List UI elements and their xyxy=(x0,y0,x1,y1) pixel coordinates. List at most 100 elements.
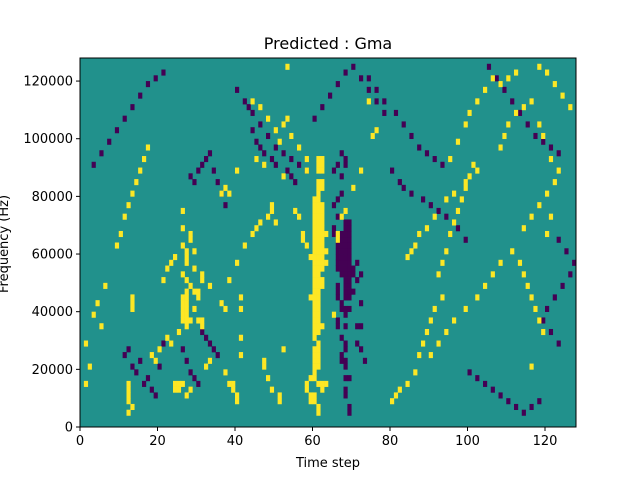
heatmap-cell-low xyxy=(343,375,348,382)
heatmap-cell-low xyxy=(552,294,557,301)
y-tick-label: 20000 xyxy=(32,363,73,378)
heatmap-cell-low xyxy=(153,75,158,82)
heatmap-cell-high xyxy=(238,305,244,312)
heatmap-cell-low xyxy=(355,259,360,266)
heatmap-cell-low xyxy=(126,346,131,353)
heatmap-cell-high xyxy=(122,213,127,220)
heatmap-cell-high xyxy=(207,282,213,289)
heatmap-cell-high xyxy=(556,167,561,174)
heatmap-cell-low xyxy=(339,173,344,180)
heatmap-cell-high xyxy=(83,340,89,347)
heatmap-cell-low xyxy=(320,104,325,111)
heatmap-cell-high xyxy=(436,340,441,347)
heatmap-cell-low xyxy=(204,334,209,341)
heatmap-cell-high xyxy=(320,242,325,249)
heatmap-cell-low xyxy=(312,115,317,122)
heatmap-cell-high xyxy=(316,179,321,186)
heatmap-cell-low xyxy=(347,288,352,295)
heatmap-cell-high xyxy=(452,219,457,226)
heatmap-cell-low xyxy=(293,179,298,186)
heatmap-cell-high xyxy=(316,236,321,243)
heatmap-cell-high xyxy=(320,230,325,238)
heatmap-cell-high xyxy=(320,248,325,255)
heatmap-cell-high xyxy=(424,328,430,336)
heatmap-cell-low xyxy=(343,242,348,249)
heatmap-cell-high xyxy=(188,230,193,238)
heatmap-cell-high xyxy=(331,311,337,318)
heatmap-cell-high xyxy=(320,179,325,186)
heatmap-cell-high xyxy=(223,305,228,312)
heatmap-cell-high xyxy=(242,242,247,249)
heatmap-cell-low xyxy=(351,63,356,70)
heatmap-cell-high xyxy=(312,230,317,238)
heatmap-cell-low xyxy=(343,294,348,301)
heatmap-cell-high xyxy=(188,282,193,289)
heatmap-cell-low xyxy=(262,150,267,157)
heatmap-cell-high xyxy=(266,115,271,122)
heatmap-cell-high xyxy=(316,225,321,232)
heatmap-cell-low xyxy=(200,161,205,168)
heatmap-cell-high xyxy=(297,213,302,220)
heatmap-cell-low xyxy=(545,305,550,312)
heatmap-cell-high xyxy=(87,363,92,370)
x-tick-label: 60 xyxy=(304,434,321,449)
heatmap-cell-high xyxy=(316,380,321,387)
heatmap-cell-high xyxy=(475,294,480,301)
heatmap-cell-high xyxy=(529,98,534,105)
heatmap-cell-low xyxy=(343,219,348,226)
heatmap-cell-high xyxy=(184,392,189,399)
y-tick-label: 0 xyxy=(65,421,73,436)
heatmap-cell-high xyxy=(463,179,468,186)
heatmap-cell-high xyxy=(308,398,313,405)
heatmap-cell-low xyxy=(510,98,515,105)
heatmap-cell-low xyxy=(142,380,147,387)
heatmap-cell-low xyxy=(196,167,201,174)
heatmap-cell-high xyxy=(552,179,557,186)
heatmap-cell-low xyxy=(343,259,348,266)
heatmap-cell-high xyxy=(316,207,321,214)
heatmap-cell-low xyxy=(339,254,344,261)
heatmap-cell-high xyxy=(316,167,321,174)
heatmap-cell-high xyxy=(176,386,182,393)
heatmap-cell-low xyxy=(475,375,480,382)
heatmap-cell-low xyxy=(157,363,162,370)
heatmap-cell-low xyxy=(207,340,213,347)
heatmap-cell-high xyxy=(463,184,468,191)
x-tick-label: 40 xyxy=(227,434,244,449)
heatmap-cell-high xyxy=(312,196,317,203)
heatmap-cell-high xyxy=(200,317,205,324)
heatmap-cell-low xyxy=(215,352,220,359)
heatmap-cell-low xyxy=(355,323,360,330)
heatmap-cell-high xyxy=(134,179,139,186)
heatmap-cell-low xyxy=(382,98,387,105)
heatmap-cell-high xyxy=(219,190,224,197)
heatmap-cell-high xyxy=(436,271,441,278)
heatmap-cell-high xyxy=(545,69,550,76)
heatmap-cell-low xyxy=(359,323,364,330)
heatmap-cell-high xyxy=(514,69,519,76)
heatmap-cell-low xyxy=(494,75,499,82)
heatmap-cell-low xyxy=(537,398,542,405)
heatmap-cell-low xyxy=(145,81,151,88)
heatmap-cell-high xyxy=(548,156,554,163)
heatmap-cell-low xyxy=(347,271,352,278)
heatmap-cell-high xyxy=(312,288,317,295)
heatmap-cell-high xyxy=(184,294,189,301)
heatmap-cell-high xyxy=(95,300,100,307)
heatmap-cell-low xyxy=(347,254,352,261)
heatmap-cell-low xyxy=(289,173,294,180)
heatmap-cell-high xyxy=(184,305,189,312)
heatmap-cell-low xyxy=(440,161,445,168)
heatmap-cell-high xyxy=(130,294,135,301)
heatmap-cell-high xyxy=(541,132,546,140)
heatmap-cell-high xyxy=(180,380,185,387)
heatmap-cell-high xyxy=(277,392,282,399)
heatmap-cell-low xyxy=(161,340,166,347)
heatmap-cell-low xyxy=(568,271,573,278)
heatmap-cell-high xyxy=(320,282,325,289)
heatmap-cell-low xyxy=(269,156,275,163)
heatmap-cell-low xyxy=(289,156,294,163)
heatmap-cell-low xyxy=(122,115,127,122)
heatmap-cell-high xyxy=(130,403,135,411)
heatmap-cell-high xyxy=(316,340,321,347)
